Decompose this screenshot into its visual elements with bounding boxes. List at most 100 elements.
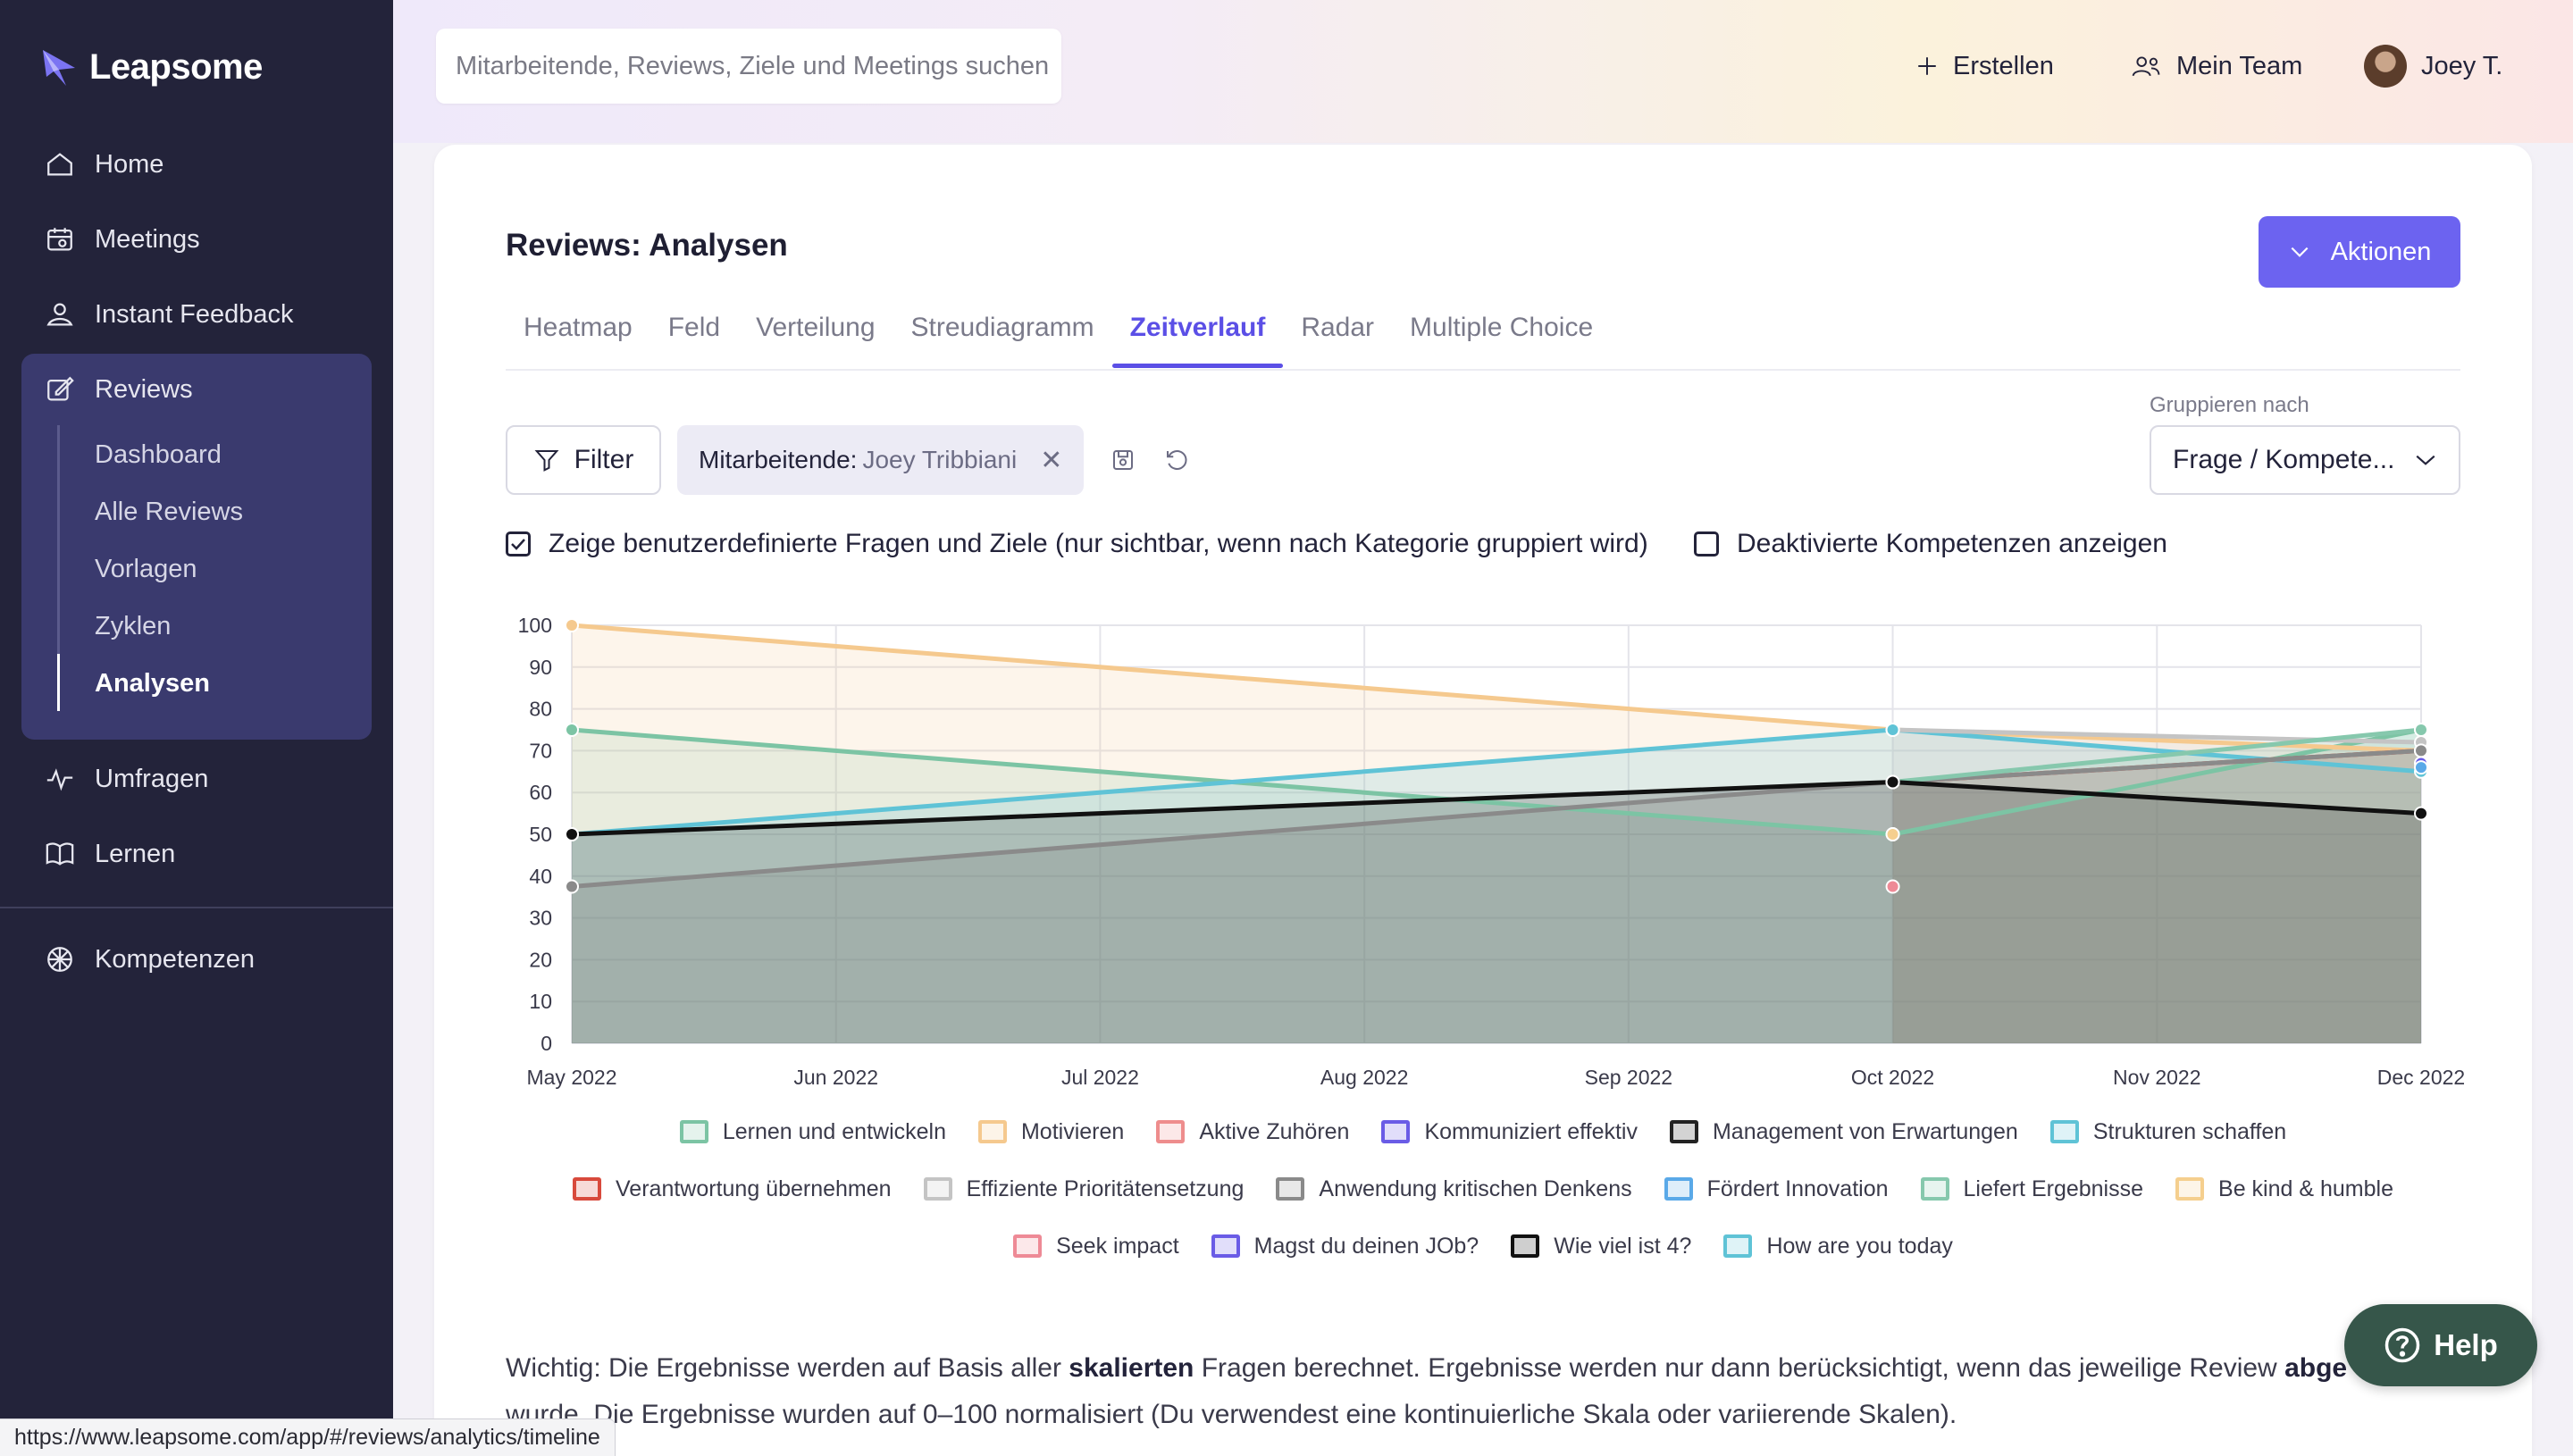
reset-icon (1167, 450, 1187, 470)
x-tick-label: Aug 2022 (1320, 1066, 1408, 1089)
tab-feld[interactable]: Feld (667, 313, 721, 342)
legend-item[interactable]: Seek impact (1013, 1233, 1179, 1259)
sidebar-item-kompetenzen[interactable]: Kompetenzen (21, 927, 372, 992)
legend-item[interactable]: Lernen und entwickeln (679, 1118, 946, 1145)
status-url: https://www.leapsome.com/app/#/reviews/a… (0, 1418, 616, 1456)
data-point (565, 618, 579, 632)
legend-label: Kommuniziert effektiv (1424, 1118, 1638, 1144)
y-tick-label: 100 (518, 614, 552, 637)
help-button[interactable]: Help (2344, 1304, 2537, 1386)
legend-item[interactable]: Wie viel ist 4? (1511, 1233, 1691, 1259)
legend-item[interactable]: Aktive Zuhören (1156, 1118, 1349, 1145)
legend-swatch (2049, 1120, 2079, 1143)
sidebar-sub-dashboard[interactable]: Dashboard (95, 439, 222, 469)
legend-item[interactable]: Effiziente Prioritätensetzung (923, 1176, 1244, 1202)
search-input[interactable] (436, 29, 1061, 104)
legend-item[interactable]: Liefert Ergebnisse (1920, 1176, 2143, 1202)
legend-item[interactable]: Fördert Innovation (1664, 1176, 1889, 1202)
sidebar-item-label: Home (95, 149, 164, 179)
deactivated-competencies-checkbox[interactable] (1694, 531, 1719, 556)
legend-item[interactable]: Kommuniziert effektiv (1381, 1118, 1638, 1145)
note-text-2: Fragen berechnet. Ergebnisse werden nur … (1194, 1353, 2285, 1383)
x-tick-label: May 2022 (526, 1066, 616, 1089)
leapsome-logo[interactable]: Leapsome (39, 46, 263, 88)
y-tick-label: 80 (529, 698, 552, 721)
reviews-icon (47, 376, 74, 401)
legend-item[interactable]: Verantwortung übernehmen (573, 1176, 892, 1202)
tab-heatmap[interactable]: Heatmap (524, 313, 633, 342)
sidebar-item-meetings[interactable]: Meetings (21, 207, 372, 272)
sidebar-divider (0, 907, 393, 908)
y-tick-label: 60 (529, 781, 552, 804)
sidebar-item-lernen[interactable]: Lernen (21, 822, 372, 886)
legend-swatch (1156, 1120, 1186, 1143)
sidebar-item-label: Instant Feedback (95, 299, 294, 329)
help-label: Help (2434, 1328, 2498, 1361)
tab-verteilung[interactable]: Verteilung (756, 313, 876, 342)
chevron-down-icon (2416, 455, 2435, 465)
y-tick-label: 50 (529, 823, 552, 846)
actions-button[interactable]: Aktionen (2259, 216, 2460, 288)
legend-item[interactable]: Management von Erwartungen (1669, 1118, 2018, 1145)
group-by-select[interactable]: Frage / Kompete... (2150, 425, 2460, 495)
save-filter-button[interactable] (1106, 443, 1140, 477)
sidebar-item-reviews[interactable]: Reviews (21, 357, 372, 422)
my-team-label: Mein Team (2176, 51, 2303, 80)
sidebar-item-home[interactable]: Home (21, 132, 372, 197)
create-label: Erstellen (1953, 51, 2054, 80)
save-icon (1113, 450, 1133, 470)
legend-label: Verantwortung übernehmen (616, 1176, 892, 1201)
sidebar-sub-alle-reviews[interactable]: Alle Reviews (95, 497, 243, 526)
deactivated-competencies-checkbox-row[interactable]: Deaktivierte Kompetenzen anzeigen (1694, 529, 2167, 559)
data-point (2414, 760, 2428, 775)
y-tick-label: 20 (529, 948, 552, 971)
reset-filter-button[interactable] (1160, 443, 1194, 477)
legend-swatch (1664, 1177, 1693, 1201)
legend-label: Strukturen schaffen (2092, 1118, 2287, 1144)
sidebar-sub-analysen[interactable]: Analysen (95, 668, 210, 698)
y-tick-label: 10 (529, 990, 552, 1013)
close-icon[interactable]: ✕ (1040, 445, 1063, 475)
custom-questions-checkbox-row[interactable]: Zeige benutzerdefinierte Fragen und Ziel… (506, 529, 1648, 559)
legend-item[interactable]: Be kind & humble (2175, 1176, 2393, 1202)
book-icon (46, 842, 74, 866)
x-tick-label: Dec 2022 (2377, 1066, 2465, 1089)
sidebar-item-umfragen[interactable]: Umfragen (21, 747, 372, 811)
chip-key: Mitarbeitende: (699, 446, 858, 473)
tab-zeitverlauf[interactable]: Zeitverlauf (1111, 307, 1284, 368)
sidebar-item-instant-feedback[interactable]: Instant Feedback (21, 282, 372, 347)
chart-legend: Lernen und entwickeln Motivieren Aktive Zu… (506, 1118, 2460, 1259)
legend-item[interactable]: Magst du deinen JOb? (1211, 1233, 1479, 1259)
tab-multiple-choice[interactable]: Multiple Choice (1410, 313, 1594, 342)
meetings-icon (47, 228, 72, 251)
legend-item[interactable]: How are you today (1723, 1233, 1953, 1259)
legend-item[interactable]: Anwendung kritischen Denkens (1276, 1176, 1632, 1202)
legend-item[interactable]: Motivieren (977, 1118, 1125, 1145)
sidebar-sub-zyklen[interactable]: Zyklen (95, 611, 172, 640)
legend-swatch (1920, 1177, 1949, 1201)
team-icon (2132, 56, 2160, 77)
deactivated-competencies-label: Deaktivierte Kompetenzen anzeigen (1737, 529, 2167, 558)
tab-radar[interactable]: Radar (1301, 313, 1375, 342)
user-menu[interactable]: Joey T. (2364, 45, 2502, 88)
series-area (572, 730, 2421, 1043)
legend-item[interactable]: Strukturen schaffen (2049, 1118, 2287, 1145)
my-team-button[interactable]: Mein Team (2130, 45, 2302, 88)
filter-button[interactable]: Filter (506, 425, 661, 495)
note-bold-1: skalierten (1069, 1353, 1194, 1383)
tab-streudiagramm[interactable]: Streudiagramm (910, 313, 1094, 342)
legend-swatch (1723, 1234, 1753, 1258)
sub-nav-active-indicator (57, 654, 60, 711)
custom-questions-checkbox[interactable] (506, 531, 531, 556)
x-tick-label: Jul 2022 (1061, 1066, 1139, 1089)
legend-label: Motivieren (1020, 1118, 1125, 1144)
sidebar-item-label: Reviews (95, 374, 193, 404)
legend-swatch (1211, 1234, 1240, 1258)
sidebar-item-label: Umfragen (95, 764, 209, 793)
data-point (565, 723, 579, 737)
sidebar-item-label: Kompetenzen (95, 944, 255, 974)
filter-label: Filter (574, 445, 634, 474)
sidebar-sub-vorlagen[interactable]: Vorlagen (95, 554, 197, 583)
legend-label: Magst du deinen JOb? (1253, 1233, 1479, 1259)
create-button[interactable]: Erstellen (1915, 45, 2054, 88)
